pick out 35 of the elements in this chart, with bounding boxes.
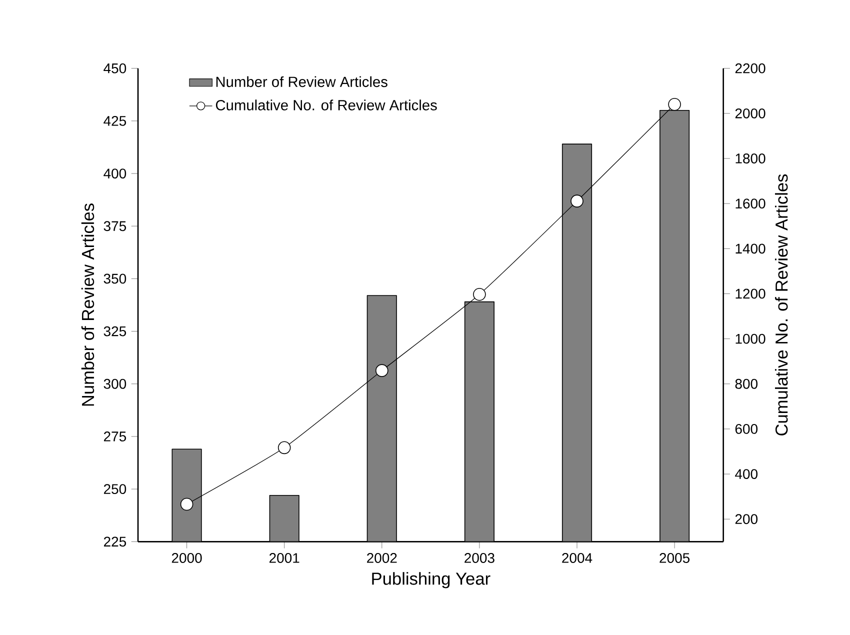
- y-tick-label: 225: [104, 536, 126, 547]
- y2-tick-label: 600: [735, 424, 758, 434]
- y2-axis-title: Cumulative No. of Review Articles: [774, 174, 788, 436]
- y-tick-label: 250: [104, 484, 126, 494]
- x-tick-label: 2002: [367, 553, 397, 563]
- point: [570, 194, 584, 208]
- y-axis-title: Number of Review Articles: [81, 204, 94, 406]
- x-tick-label: 2000: [172, 553, 202, 563]
- y2-tick-label: 1400: [736, 244, 766, 254]
- y-tick-label: 300: [104, 378, 126, 389]
- y2-tick-label: 200: [735, 514, 758, 524]
- y2-tick-label: 400: [735, 469, 758, 479]
- legend-label: Number of Review Articles: [216, 76, 388, 88]
- y2-tick-label: 1800: [736, 154, 766, 164]
- y2-tick-label: 2200: [735, 63, 766, 74]
- y-tick-label: 375: [104, 221, 126, 232]
- x-tick-label: 2004: [562, 553, 592, 563]
- y2-tick-label: 2000: [735, 108, 766, 118]
- point: [375, 364, 388, 377]
- x-tick-label: 2005: [660, 553, 690, 563]
- y-tick-label: 350: [104, 274, 126, 284]
- y-tick-label: 325: [104, 326, 126, 336]
- y-tick-label: 425: [104, 116, 126, 126]
- y2-tick-label: 1200: [736, 288, 766, 299]
- y2-tick-label: 800: [735, 378, 758, 389]
- point: [180, 498, 194, 511]
- y2-tick-label: 1600: [736, 198, 766, 209]
- y-tick-label: 450: [104, 63, 126, 74]
- legend-label: Cumulative No. of Review Articles: [216, 100, 437, 110]
- y2-tick-label: 1000: [736, 334, 766, 344]
- x-tick-label: 2003: [464, 553, 494, 563]
- y-tick-label: 275: [104, 432, 126, 442]
- x-tick-label: 2001: [269, 553, 300, 563]
- x-axis-title: Publishing Year: [372, 572, 490, 588]
- y-tick-label: 400: [104, 168, 126, 178]
